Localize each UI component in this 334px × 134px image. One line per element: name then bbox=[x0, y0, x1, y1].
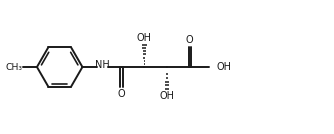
Text: NH: NH bbox=[95, 60, 109, 70]
Text: O: O bbox=[186, 36, 194, 45]
Text: OH: OH bbox=[137, 33, 152, 43]
Text: O: O bbox=[118, 89, 125, 98]
Text: OH: OH bbox=[160, 91, 175, 101]
Text: OH: OH bbox=[217, 62, 232, 72]
Text: CH₃: CH₃ bbox=[5, 62, 22, 72]
